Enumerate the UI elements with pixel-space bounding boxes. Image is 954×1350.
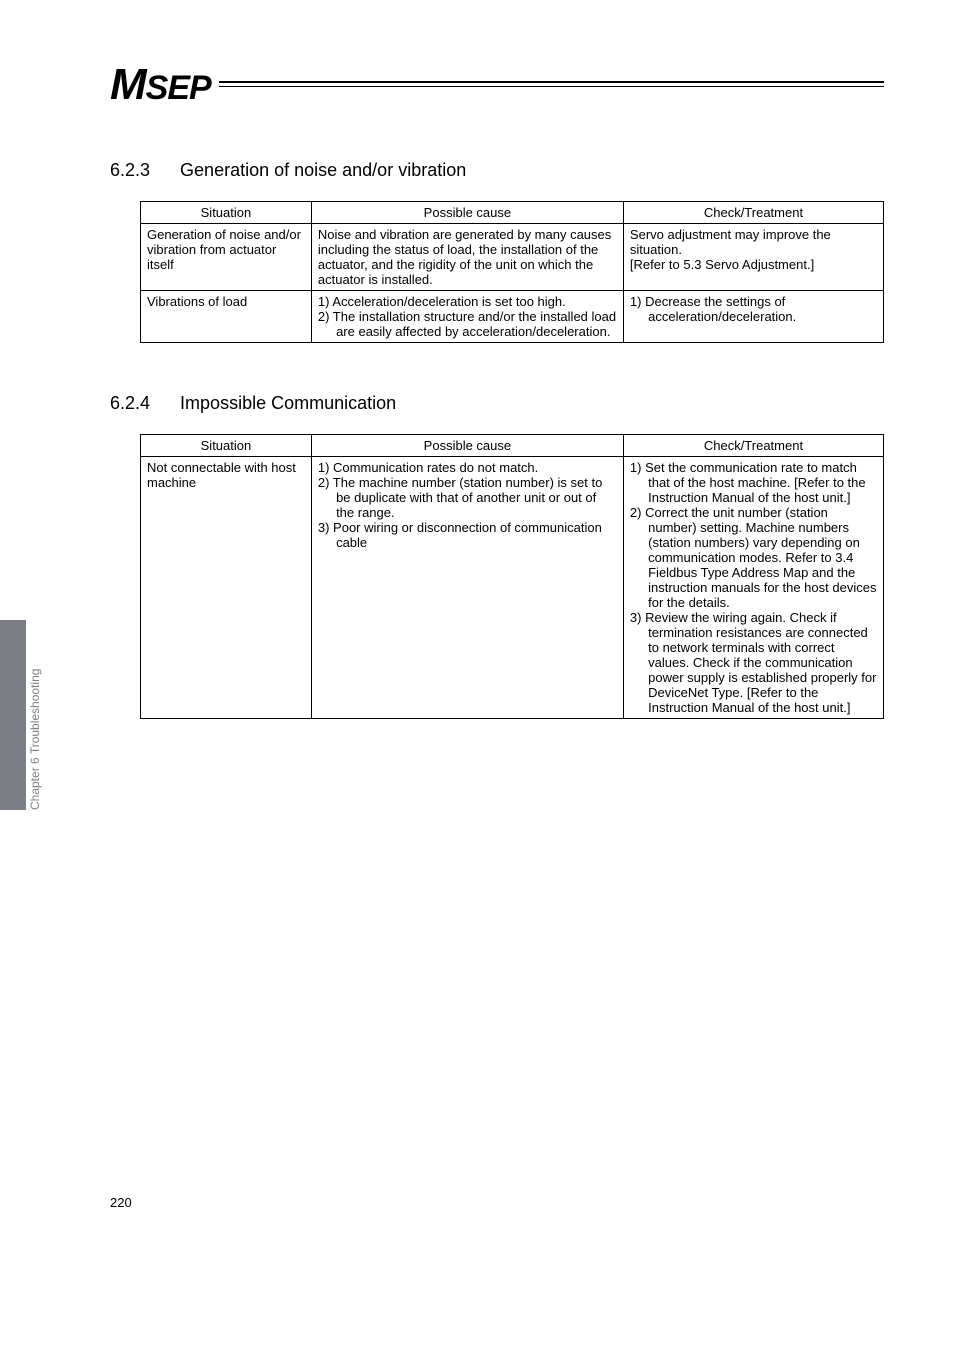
cell-situation: Vibrations of load <box>141 291 312 343</box>
section-624-num: 6.2.4 <box>110 393 150 414</box>
cell-cause: 1) Communication rates do not match. 2) … <box>311 457 623 719</box>
section-623-num: 6.2.3 <box>110 160 150 181</box>
side-tab <box>0 620 26 810</box>
check-item: 1) Set the communication rate to match t… <box>630 460 877 505</box>
col-cause: Possible cause <box>311 435 623 457</box>
check-item: 1) Decrease the settings of acceleration… <box>630 294 877 324</box>
cause-item: 1) Communication rates do not match. <box>318 460 617 475</box>
table-header-row: Situation Possible cause Check/Treatment <box>141 202 884 224</box>
table-row: Vibrations of load 1) Acceleration/decel… <box>141 291 884 343</box>
table-row: Generation of noise and/or vibration fro… <box>141 224 884 291</box>
cell-cause: Noise and vibration are generated by man… <box>311 224 623 291</box>
section-623-title: Generation of noise and/or vibration <box>180 160 466 180</box>
header-row: MSEP <box>110 60 884 110</box>
section-623-heading: 6.2.3 Generation of noise and/or vibratio… <box>110 160 884 181</box>
cause-item: 3) Poor wiring or disconnection of commu… <box>318 520 617 550</box>
col-situation: Situation <box>141 202 312 224</box>
cell-situation: Generation of noise and/or vibration fro… <box>141 224 312 291</box>
page-number: 220 <box>110 1195 132 1210</box>
logo-m: M <box>110 60 146 109</box>
check-item: 3) Review the wiring again. Check if ter… <box>630 610 877 715</box>
cause-item: 2) The machine number (station number) i… <box>318 475 617 520</box>
cell-check: 1) Decrease the settings of acceleration… <box>623 291 883 343</box>
check-item: 2) Correct the unit number (station numb… <box>630 505 877 610</box>
cell-check: 1) Set the communication rate to match t… <box>623 457 883 719</box>
col-check: Check/Treatment <box>623 202 883 224</box>
table-row: Not connectable with host machine 1) Com… <box>141 457 884 719</box>
table-623: Situation Possible cause Check/Treatment… <box>140 201 884 343</box>
logo-sep: SEP <box>146 69 211 107</box>
cause-item: 2) The installation structure and/or the… <box>318 309 617 339</box>
cause-item: 1) Acceleration/deceleration is set too … <box>318 294 617 309</box>
col-cause: Possible cause <box>311 202 623 224</box>
cell-cause: 1) Acceleration/deceleration is set too … <box>311 291 623 343</box>
table-header-row: Situation Possible cause Check/Treatment <box>141 435 884 457</box>
header-rule <box>219 81 884 89</box>
col-check: Check/Treatment <box>623 435 883 457</box>
section-624-title: Impossible Communication <box>180 393 396 413</box>
section-624-heading: 6.2.4 Impossible Communication <box>110 393 884 414</box>
table-624: Situation Possible cause Check/Treatment… <box>140 434 884 719</box>
logo: MSEP <box>110 60 211 110</box>
col-situation: Situation <box>141 435 312 457</box>
cell-check: Servo adjustment may improve the situati… <box>623 224 883 291</box>
cell-situation: Not connectable with host machine <box>141 457 312 719</box>
chapter-side-label: Chapter 6 Troubleshooting <box>28 669 42 810</box>
